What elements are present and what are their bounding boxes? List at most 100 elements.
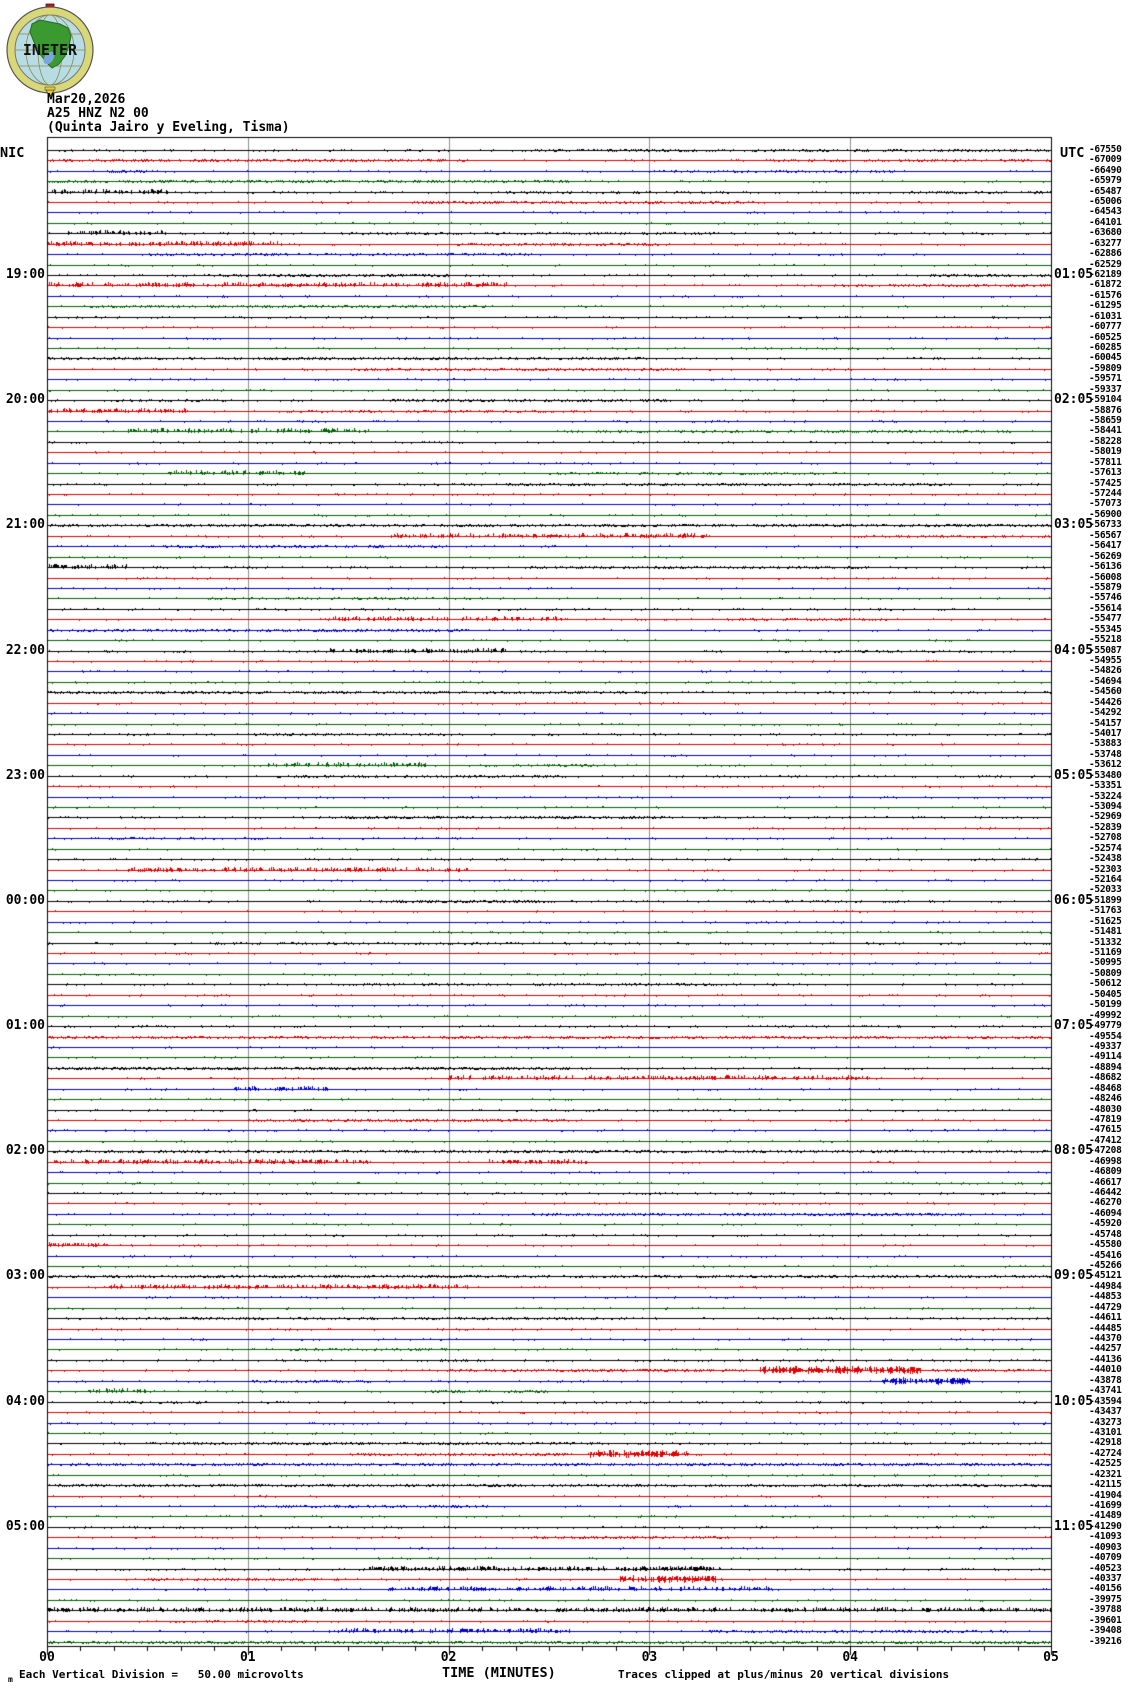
trace-offset-value: -40156 [1089, 1583, 1122, 1594]
trace-offset-value: -57613 [1089, 467, 1122, 478]
trace-offset-value: -45121 [1089, 1270, 1122, 1281]
trace-offset-value: -62529 [1089, 259, 1122, 270]
trace-offset-value: -54560 [1089, 686, 1122, 697]
trace-offset-value: -52164 [1089, 874, 1122, 885]
trace-offset-value: -53094 [1089, 801, 1122, 812]
trace-offset-value: -60525 [1089, 332, 1122, 343]
trace-offset-value: -53351 [1089, 780, 1122, 791]
trace-offset-value: -48246 [1089, 1093, 1122, 1104]
trace-offset-value: -50809 [1089, 968, 1122, 979]
trace-offset-value: -49779 [1089, 1020, 1122, 1031]
trace-offset-value: -61872 [1089, 279, 1122, 290]
trace-offset-value: -54292 [1089, 707, 1122, 718]
trace-offset-value: -57811 [1089, 457, 1122, 468]
trace-offset-value: -55345 [1089, 624, 1122, 635]
trace-offset-value: -65979 [1089, 175, 1122, 186]
x-axis-title: TIME (MINUTES) [442, 1665, 556, 1681]
trace-offset-value: -44010 [1089, 1364, 1122, 1375]
trace-offset-value: -52438 [1089, 853, 1122, 864]
local-time-label: 22:00 [5, 643, 45, 658]
trace-offset-value: -42724 [1089, 1448, 1122, 1459]
trace-offset-value: -49992 [1089, 1010, 1122, 1021]
trace-offset-value: -55477 [1089, 613, 1122, 624]
trace-offset-value: -52033 [1089, 884, 1122, 895]
trace-offset-value: -41290 [1089, 1521, 1122, 1532]
trace-offset-value: -51169 [1089, 947, 1122, 958]
trace-offset-value: -43437 [1089, 1406, 1122, 1417]
microvolt-mark: m [8, 1675, 13, 1684]
trace-offset-value: -39601 [1089, 1615, 1122, 1626]
trace-offset-value: -63277 [1089, 238, 1122, 249]
trace-offset-value: -50612 [1089, 978, 1122, 989]
vertical-scale-note: Each Vertical Division = 50.00 microvolt… [19, 1668, 304, 1681]
utc-time-label: 10:05 [1054, 1394, 1094, 1409]
trace-offset-value: -62189 [1089, 269, 1122, 280]
trace-offset-value: -55746 [1089, 592, 1122, 603]
utc-time-label: 04:05 [1054, 643, 1094, 658]
trace-offset-value: -66490 [1089, 165, 1122, 176]
trace-offset-value: -61295 [1089, 300, 1122, 311]
trace-offset-value: -49114 [1089, 1051, 1122, 1062]
trace-offset-value: -40903 [1089, 1542, 1122, 1553]
trace-offset-value: -64101 [1089, 217, 1122, 228]
trace-offset-value: -54955 [1089, 655, 1122, 666]
trace-offset-value: -53748 [1089, 749, 1122, 760]
trace-offset-value: -59337 [1089, 384, 1122, 395]
trace-offset-value: -56733 [1089, 519, 1122, 530]
trace-offset-value: -54157 [1089, 718, 1122, 729]
trace-offset-value: -54426 [1089, 697, 1122, 708]
trace-offset-value: -57425 [1089, 478, 1122, 489]
trace-offset-value: -63680 [1089, 227, 1122, 238]
trace-offset-value: -41093 [1089, 1531, 1122, 1542]
trace-offset-value: -67550 [1089, 144, 1122, 155]
utc-time-label: 05:05 [1054, 768, 1094, 783]
trace-offset-value: -51899 [1089, 895, 1122, 906]
trace-offset-value: -50405 [1089, 989, 1122, 1000]
trace-offset-value: -40337 [1089, 1573, 1122, 1584]
trace-offset-value: -41904 [1089, 1490, 1122, 1501]
utc-time-label: 08:05 [1054, 1143, 1094, 1158]
local-time-label: 23:00 [5, 768, 45, 783]
trace-offset-value: -43878 [1089, 1375, 1122, 1386]
trace-offset-value: -51625 [1089, 916, 1122, 927]
trace-offset-value: -55879 [1089, 582, 1122, 593]
trace-offset-value: -43273 [1089, 1417, 1122, 1428]
trace-offset-value: -52969 [1089, 811, 1122, 822]
trace-offset-value: -42321 [1089, 1469, 1122, 1480]
trace-offset-value: -53612 [1089, 759, 1122, 770]
trace-offset-value: -49554 [1089, 1031, 1122, 1042]
local-time-label: 03:00 [5, 1268, 45, 1283]
trace-offset-value: -48894 [1089, 1062, 1122, 1073]
trace-offset-value: -44729 [1089, 1302, 1122, 1313]
trace-offset-value: -55614 [1089, 603, 1122, 614]
trace-offset-value: -57244 [1089, 488, 1122, 499]
trace-offset-value: -56269 [1089, 551, 1122, 562]
trace-offset-value: -45748 [1089, 1229, 1122, 1240]
local-time-label: 01:00 [5, 1018, 45, 1033]
trace-offset-value: -46809 [1089, 1166, 1122, 1177]
trace-offset-value: -39788 [1089, 1604, 1122, 1615]
trace-offset-value: -42525 [1089, 1458, 1122, 1469]
trace-offset-value: -51332 [1089, 937, 1122, 948]
trace-offset-value: -64543 [1089, 206, 1122, 217]
trace-offset-value: -42918 [1089, 1437, 1122, 1448]
x-tick-label: 01 [239, 1650, 256, 1665]
x-tick-label: 05 [1043, 1650, 1059, 1665]
trace-offset-value: -56567 [1089, 530, 1122, 541]
trace-offset-value: -44485 [1089, 1323, 1122, 1334]
trace-offset-value: -62886 [1089, 248, 1122, 259]
trace-offset-value: -56900 [1089, 509, 1122, 520]
trace-offset-value: -46617 [1089, 1177, 1122, 1188]
local-time-label: 05:00 [5, 1519, 45, 1534]
trace-offset-value: -44611 [1089, 1312, 1122, 1323]
trace-offset-value: -41699 [1089, 1500, 1122, 1511]
trace-offset-value: -59104 [1089, 394, 1122, 405]
trace-offset-value: -60777 [1089, 321, 1122, 332]
trace-offset-value: -47208 [1089, 1145, 1122, 1156]
trace-offset-value: -65487 [1089, 186, 1122, 197]
trace-offset-value: -59571 [1089, 373, 1122, 384]
utc-time-label: 06:05 [1054, 893, 1094, 908]
trace-offset-value: -53480 [1089, 770, 1122, 781]
